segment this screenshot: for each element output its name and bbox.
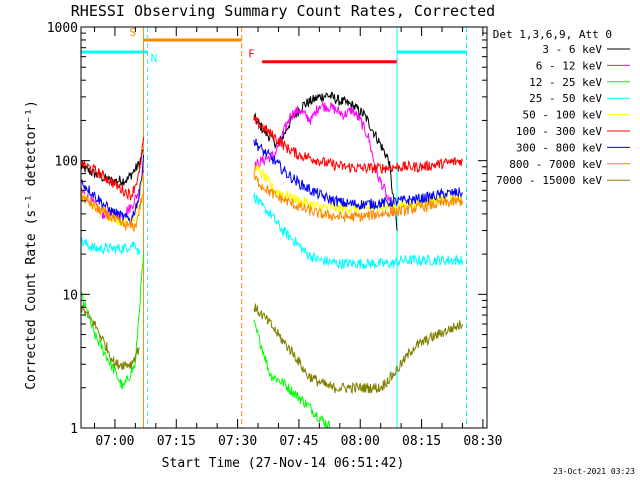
series-line (253, 303, 463, 395)
x-tick-label: 08:15 (402, 434, 441, 449)
x-axis: 07:00 07:15 07:30 07:45 08:00 08:15 08:30 (93, 27, 502, 449)
legend-label: 300 - 800 keV (516, 141, 602, 154)
x-tick-label: 08:30 (463, 434, 502, 449)
series-line (80, 149, 144, 186)
plot-frame (80, 26, 488, 429)
series-line (80, 237, 140, 256)
legend-label: 100 - 300 keV (516, 125, 602, 138)
series-8 (80, 172, 463, 232)
legend-label: 25 - 50 keV (529, 92, 602, 105)
series-9 (80, 303, 463, 395)
series-line (80, 304, 140, 370)
y-axis: 1 10 100 1000 (47, 21, 487, 437)
legend-label: 12 - 25 keV (529, 76, 602, 89)
series-line (253, 91, 398, 231)
series-line (80, 190, 145, 232)
legend-label: 800 - 7000 keV (509, 158, 602, 171)
x-tick-label: 07:30 (218, 434, 257, 449)
series-line (253, 138, 463, 210)
series-line (80, 254, 145, 390)
x-tick-label: 07:15 (157, 434, 196, 449)
series-6 (80, 115, 463, 201)
x-axis-label: Start Time (27-Nov-14 06:51:42) (162, 456, 405, 471)
annotation-label: S (130, 26, 137, 39)
legend-label: 7000 - 15000 keV (496, 174, 602, 187)
legend-header: Det 1,3,6,9, Att 0 (493, 28, 612, 41)
x-tick-label: 07:00 (95, 434, 134, 449)
annotation-label: N (151, 52, 158, 65)
legend-label: 6 - 12 keV (536, 59, 603, 72)
series-line (253, 100, 394, 217)
timestamp: 23-Oct-2021 03:23 (553, 467, 635, 476)
series-line (80, 155, 145, 225)
series-line (253, 115, 463, 175)
y-tick-label: 10 (62, 288, 78, 303)
series-3 (80, 254, 332, 429)
legend-label: 3 - 6 keV (542, 43, 602, 56)
y-tick-label: 1000 (47, 21, 78, 36)
legend-label: 50 - 100 keV (523, 109, 603, 122)
chart-title: RHESSI Observing Summary Count Rates, Co… (71, 2, 495, 20)
time-markers (143, 27, 468, 428)
x-tick-label: 07:45 (279, 434, 318, 449)
annotation-bars: S N F (81, 26, 467, 65)
series-7 (80, 138, 463, 225)
series-line (253, 319, 332, 429)
y-tick-label: 100 (55, 155, 78, 170)
series-line (80, 137, 145, 201)
legend: Det 1,3,6,9, Att 0 3 - 6 keV 6 - 12 keV 12… (493, 28, 630, 187)
series-line (253, 172, 463, 223)
y-tick-label: 1 (70, 422, 78, 437)
y-axis-label: Corrected Count Rate (s⁻¹ detector⁻¹) (24, 100, 39, 390)
series-line (253, 192, 463, 270)
x-tick-label: 08:00 (341, 434, 380, 449)
series-4 (80, 192, 463, 270)
series-layer (80, 91, 463, 429)
annotation-label: F (248, 48, 255, 61)
